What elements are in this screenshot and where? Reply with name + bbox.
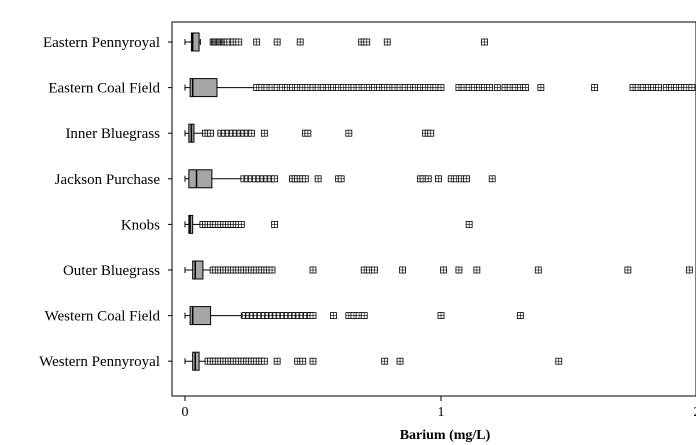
category-label: Knobs [121,217,160,233]
x-axis-title: Barium (mg/L) [400,428,491,443]
category-label: Jackson Purchase [55,172,161,188]
box-iqr [188,169,213,189]
outlier-point [516,312,524,320]
outlier-point [235,38,243,46]
outlier-point [685,266,693,274]
outlier-point [314,175,322,183]
outlier-point [363,38,371,46]
outlier-point [655,84,662,91]
category-label: Eastern Coal Field [48,81,160,97]
outlier-point [399,266,407,274]
box-group [184,260,693,280]
outlier-point [376,84,383,91]
category-label: Eastern Pennyroyal [43,35,160,51]
outlier-point [207,129,215,137]
box-group [184,32,488,52]
outlier-point [273,357,281,365]
box-group [184,351,563,371]
box-group [184,123,435,143]
outlier-point [463,175,471,183]
outlier-point [534,266,542,274]
outlier-point [309,357,317,365]
outlier-point [248,129,255,137]
box-group [184,306,524,326]
category-labels: Eastern Pennyroyal Eastern Coal Field Inne… [39,35,172,370]
x-tick-label: 0 [182,405,189,420]
outlier-point [591,84,598,91]
outlier-point [337,175,345,183]
box-iqr [190,32,200,52]
category-label: Western Coal Field [45,309,161,325]
outlier-point [424,175,432,183]
outlier-point [522,84,529,91]
outlier-point [345,129,353,137]
outlier-point [624,266,632,274]
outlier-point [371,266,378,274]
outlier-point [493,84,501,91]
box-group [184,214,473,234]
outlier-point [437,84,445,91]
outlier-point [237,220,245,228]
outlier-point [309,312,317,320]
outlier-point [555,357,563,365]
plot-frame [171,21,696,397]
box-iqr [189,78,218,98]
outlier-point [481,38,488,46]
x-tick-label: 2 [694,405,696,420]
outlier-point [365,84,373,91]
box-group [184,169,496,189]
outlier-point [268,266,276,274]
outlier-point [455,266,463,274]
outlier-point [396,357,404,365]
outlier-point [330,312,337,320]
outlier-point [309,266,317,274]
box-series [184,32,696,371]
x-axis: 0 1 2 [182,396,696,420]
outlier-point [271,175,279,183]
outlier-point [253,38,261,46]
outlier-point [381,357,389,365]
category-label: Outer Bluegrass [63,263,160,279]
outlier-point [271,220,279,228]
box-iqr [192,260,204,280]
outlier-point [437,312,445,320]
outlier-point [537,84,545,91]
box-group [184,78,696,98]
outlier-point [296,38,304,46]
outlier-point [427,129,435,137]
outlier-point [299,357,307,365]
outlier-point [260,357,268,365]
outlier-point [465,220,473,228]
outlier-point [435,175,442,183]
outlier-point [304,129,312,137]
outlier-point [360,312,368,320]
outlier-point [440,266,447,274]
outlier-point [273,38,281,46]
outlier-point [486,84,494,91]
category-label: Inner Bluegrass [65,126,160,142]
outlier-point [488,175,496,183]
outlier-point [473,266,481,274]
outlier-point [301,175,309,183]
outlier-point [260,129,268,137]
outlier-point [383,38,391,46]
category-label: Western Pennyroyal [39,354,160,370]
x-tick-label: 1 [438,405,445,420]
outlier-point [688,84,696,91]
box-iqr [189,306,212,326]
